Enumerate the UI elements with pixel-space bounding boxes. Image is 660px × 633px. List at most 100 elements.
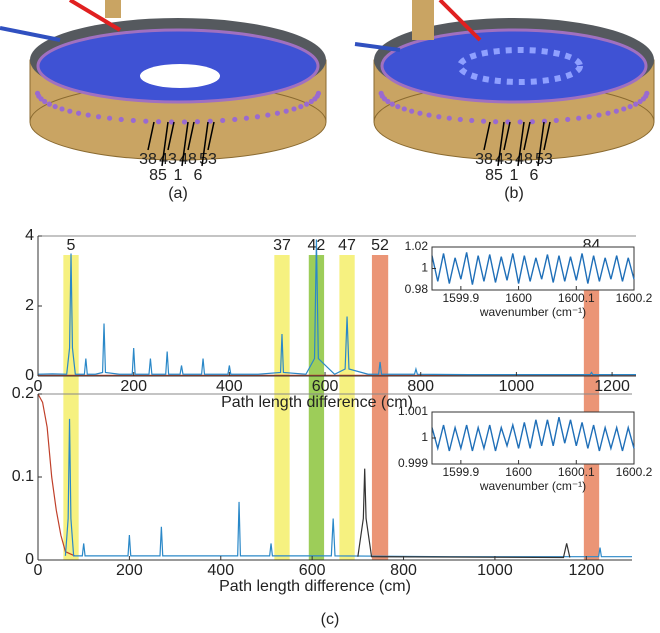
highlight-label: 37 [273,237,291,254]
window-label: 38 [475,151,493,168]
window-dot [298,104,303,109]
window-dot [96,114,101,119]
x-tick-label: 200 [116,562,143,579]
y-tick-label: 0.1 [12,468,34,485]
window-label: 6 [530,167,539,184]
y-tick-label: 1 [421,430,428,444]
x-axis-label: Path length difference (cm) [221,394,413,411]
window-dot [195,119,200,124]
window-dot [565,117,570,122]
window-dot [576,116,581,121]
window-dot [304,102,309,107]
window-dot [621,106,626,111]
window-dot [436,114,441,119]
x-axis-label: Path length difference (cm) [219,578,411,595]
window-dot [67,109,72,114]
window-dot [447,116,452,121]
window-dot [605,111,610,116]
window-dot [628,104,633,109]
window-dot [518,119,523,124]
x-tick-label: 200 [120,378,147,395]
x-axis-label: wavenumber (cm⁻¹) [479,479,586,493]
inset: 0.99911.0011599.916001600.11600.2wavenum… [398,404,653,493]
x-tick-label: 1599.9 [443,291,480,305]
window-dot [131,118,136,123]
x-tick-label: 1600.2 [616,465,653,479]
y-tick-label: 4 [25,227,34,244]
window-dot [417,111,422,116]
x-tick-label: 0 [34,378,43,395]
window-dot [493,119,498,124]
window-dot [182,119,187,124]
window-dot [76,111,81,116]
panel-caption: (c) [321,611,340,628]
window-dot [614,109,619,114]
window-dot [42,99,47,104]
window-dot [107,116,112,121]
window-dot [596,112,601,117]
window-dot [587,114,592,119]
x-tick-label: 400 [216,378,243,395]
window-dot [633,102,638,107]
x-tick-label: 1600 [505,465,532,479]
x-axis-label: wavenumber (cm⁻¹) [479,305,586,319]
window-label: 38 [139,151,157,168]
figure: (c) 384348538516(a)384348538516(b)537424… [0,0,660,633]
x-tick-label: 1600.1 [558,291,595,305]
inset-background [432,412,634,464]
highlight-label: 52 [371,237,389,254]
window-dot [86,112,91,117]
x-tick-label: 600 [299,562,326,579]
window-dot [469,118,474,123]
render-a [0,0,326,160]
window-dot [244,116,249,121]
window-label: 1 [510,167,519,184]
window-dot [530,119,535,124]
y-tick-label: 1.02 [405,239,429,253]
x-tick-label: 0 [34,562,43,579]
y-tick-label: 0.999 [398,456,428,470]
window-dot [156,119,161,124]
window-dot [265,112,270,117]
window-label: 85 [485,167,503,184]
x-tick-label: 1600.1 [558,465,595,479]
x-tick-label: 1000 [499,378,535,395]
window-label: 6 [194,167,203,184]
x-tick-label: 400 [207,562,234,579]
x-tick-label: 800 [407,378,434,395]
window-label: 85 [149,167,167,184]
window-dot [291,106,296,111]
window-dot [232,117,237,122]
window-dot [143,119,148,124]
y-tick-label: 0.2 [12,385,34,402]
panel-caption: (b) [504,185,524,202]
highlight-label: 47 [338,237,356,254]
x-tick-label: 1600 [505,291,532,305]
x-tick-label: 800 [390,562,417,579]
panel-caption: (a) [168,185,188,202]
window-dot [554,118,559,123]
window-dot [390,102,395,107]
window-dot [220,118,225,123]
highlight-label: 5 [67,237,76,254]
y-tick-label: 1 [421,261,428,275]
x-tick-label: 1200 [594,378,630,395]
y-tick-label: 1.001 [398,404,428,418]
window-dot [426,112,431,117]
window-dot [409,109,414,114]
window-label: 1 [174,167,183,184]
window-dot [47,102,52,107]
window-dot [59,106,64,111]
window-dot [481,119,486,124]
window-dot [255,114,260,119]
window-dot [275,111,280,116]
window-dot [395,104,400,109]
window-dot [284,109,289,114]
render-b [355,0,654,160]
x-tick-label: 1200 [569,562,605,579]
window-dot [644,91,649,96]
window-dot [458,117,463,122]
x-tick-label: 1600.2 [616,291,653,305]
window-dot [53,104,58,109]
